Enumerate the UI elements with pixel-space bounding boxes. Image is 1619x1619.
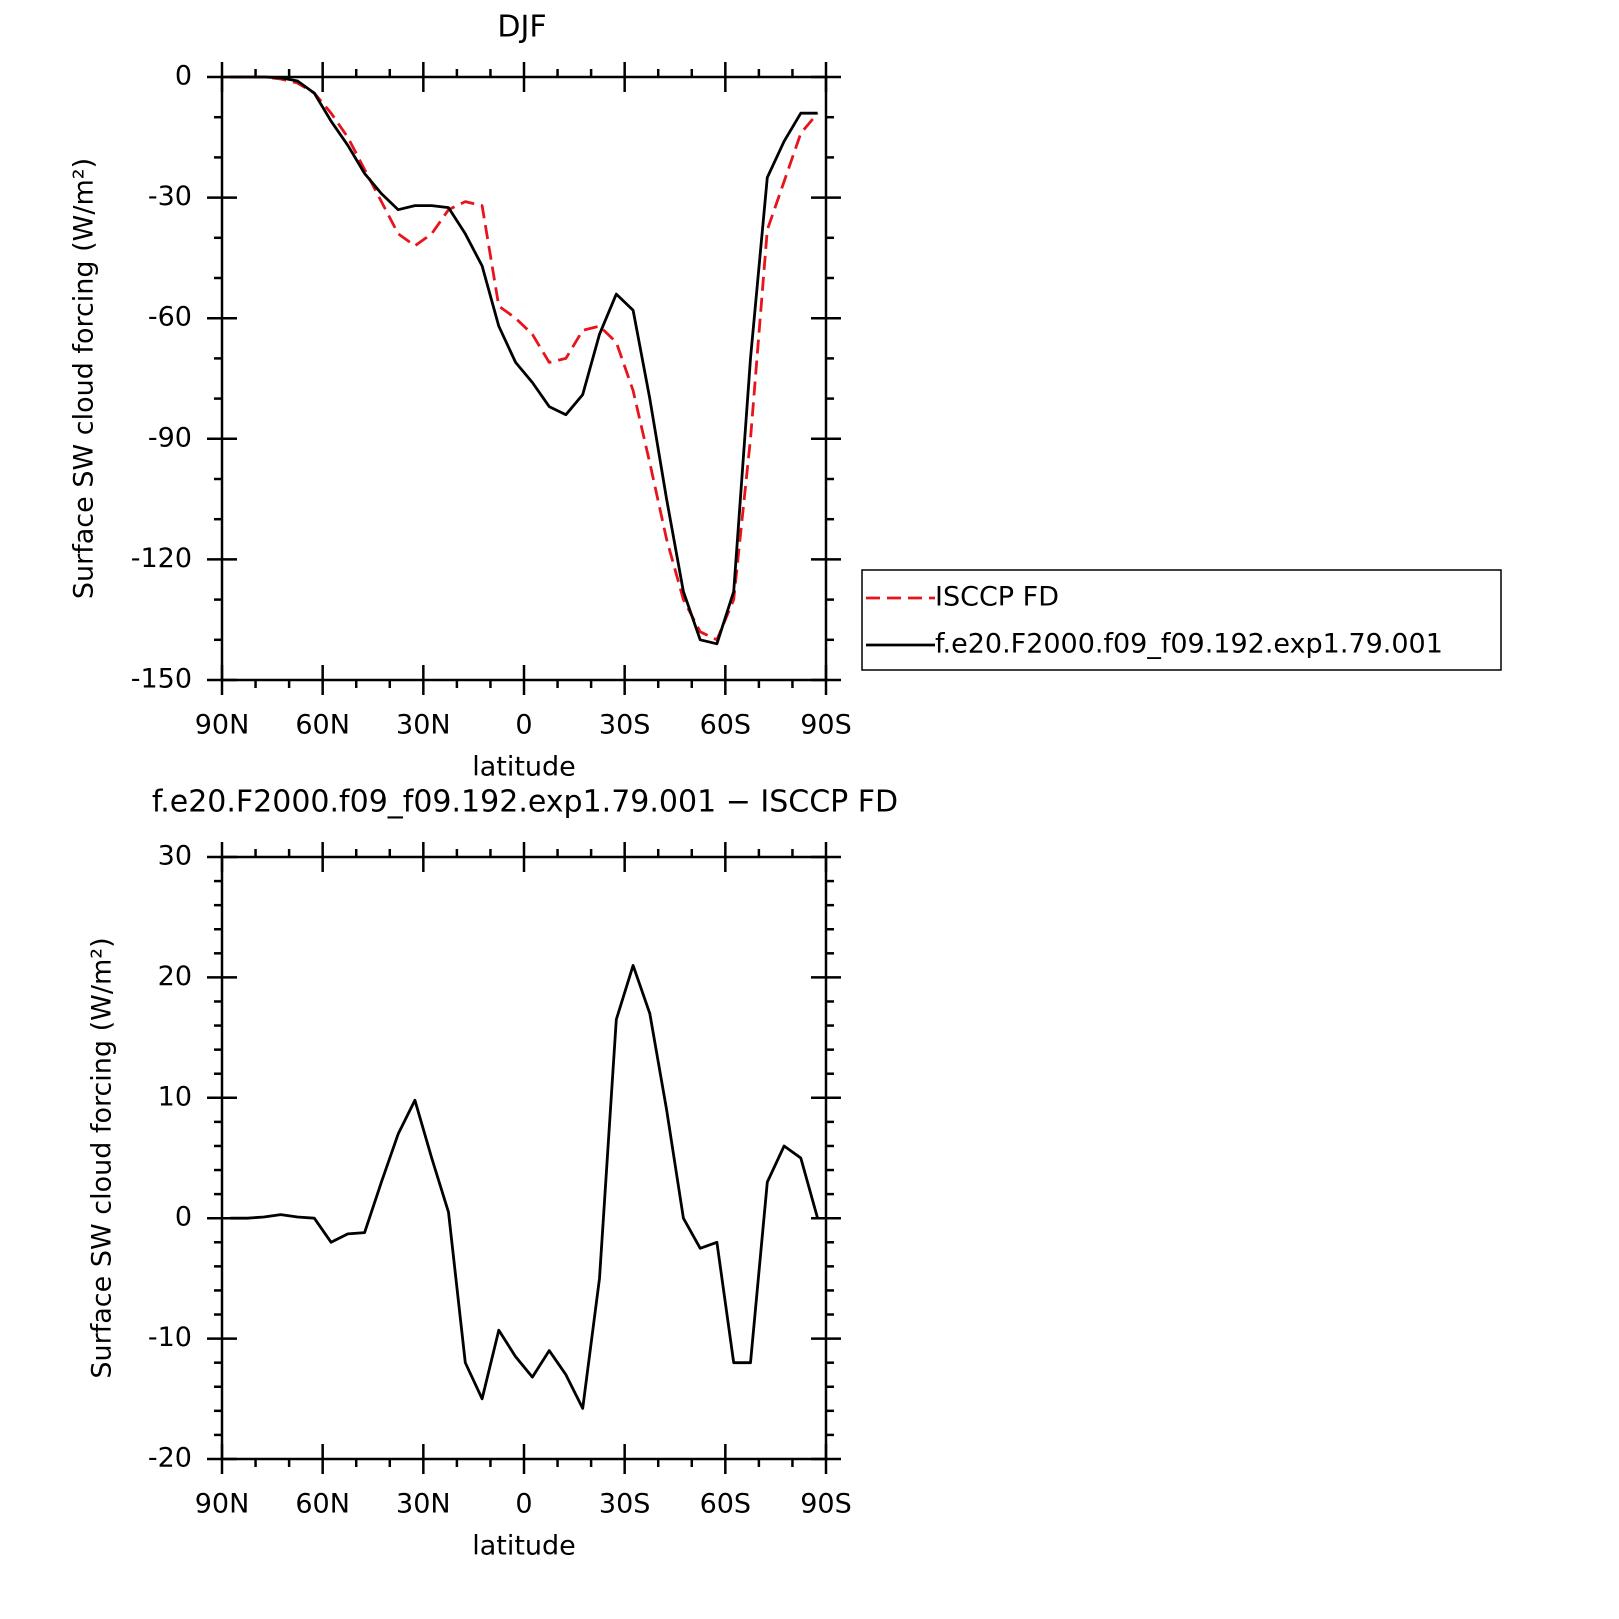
legend-label: f.e20.F2000.f09_f09.192.exp1.79.001 — [935, 629, 1443, 660]
x-tick-label: 30S — [599, 1489, 651, 1520]
x-tick-label: 90S — [800, 710, 852, 741]
data-line — [230, 75, 819, 642]
x-axis-label: latitude — [472, 1531, 576, 1562]
y-tick-label: -10 — [148, 1322, 192, 1353]
x-axis-label: latitude — [472, 752, 576, 783]
y-tick-label: -120 — [131, 543, 192, 574]
data-line — [230, 75, 818, 646]
y-tick-label: -150 — [131, 664, 192, 695]
plot-frame — [220, 855, 828, 1461]
y-tick-label: 0 — [175, 61, 192, 92]
y-tick-label: 10 — [158, 1081, 192, 1112]
y-axis-label: Surface SW cloud forcing (W/m²) — [69, 158, 100, 599]
chart-title: DJF — [497, 10, 546, 45]
x-tick-label: 60N — [295, 710, 350, 741]
y-tick-label: 30 — [158, 841, 192, 872]
y-tick-label: 20 — [158, 961, 192, 992]
x-tick-label: 30N — [396, 710, 451, 741]
y-tick-label: -60 — [148, 302, 192, 333]
legend-box — [861, 569, 1502, 671]
x-tick-label: 30N — [396, 1489, 451, 1520]
y-tick-label: -90 — [148, 422, 192, 453]
y-tick-label: 0 — [175, 1202, 192, 1233]
x-tick-label: 0 — [515, 710, 532, 741]
x-tick-label: 30S — [599, 710, 651, 741]
y-axis-label: Surface SW cloud forcing (W/m²) — [87, 937, 118, 1378]
x-tick-label: 60S — [700, 1489, 752, 1520]
chart-title: f.e20.F2000.f09_f09.192.exp1.79.001 − IS… — [152, 785, 898, 820]
x-tick-label: 0 — [515, 1489, 532, 1520]
x-tick-label: 90N — [195, 1489, 250, 1520]
x-tick-label: 90N — [195, 710, 250, 741]
x-tick-label: 60S — [700, 710, 752, 741]
y-tick-label: -20 — [148, 1443, 192, 1474]
x-tick-label: 60N — [295, 1489, 350, 1520]
y-tick-label: -30 — [148, 181, 192, 212]
plot-frame — [220, 75, 828, 682]
data-line — [230, 964, 819, 1410]
legend-label: ISCCP FD — [935, 582, 1059, 613]
x-tick-label: 90S — [800, 1489, 852, 1520]
